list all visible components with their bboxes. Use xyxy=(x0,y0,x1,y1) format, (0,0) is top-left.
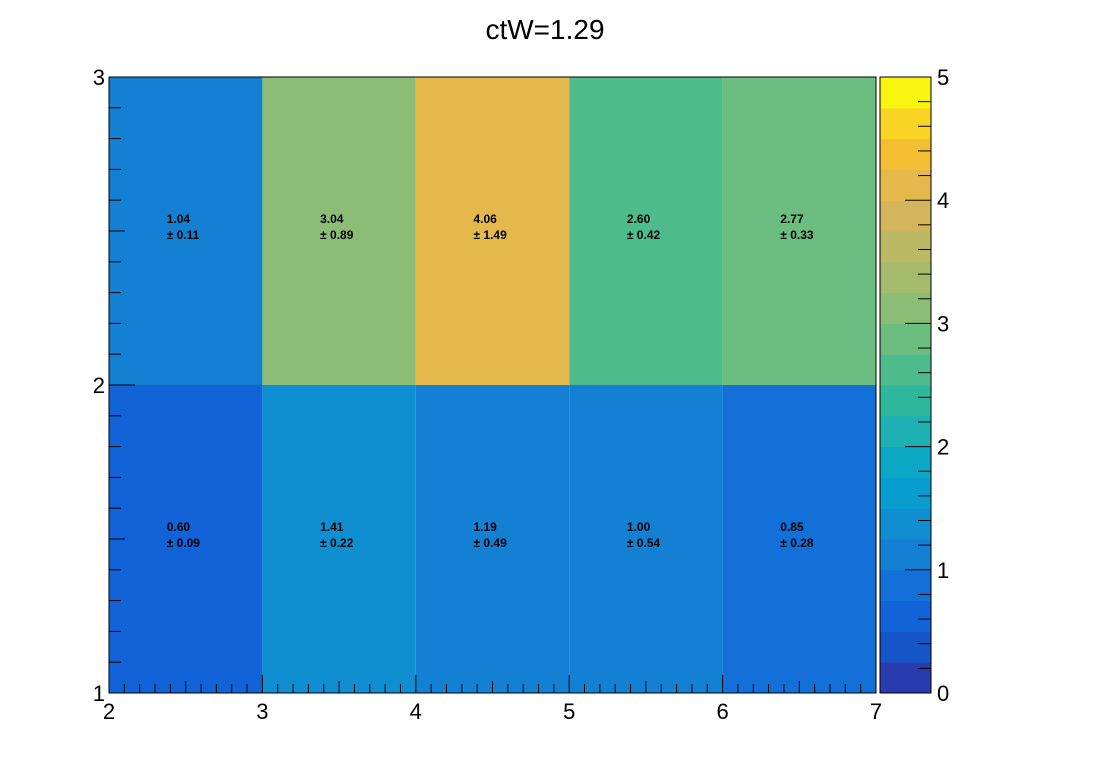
heatmap-cell xyxy=(109,77,263,385)
cell-error-label: ± 0.89 xyxy=(320,228,354,242)
colorbar-tick-label: 5 xyxy=(937,65,949,90)
cell-value-label: 2.77 xyxy=(780,212,804,226)
colorbar-tick-label: 4 xyxy=(937,188,949,213)
cell-value-label: 1.19 xyxy=(474,520,498,534)
cell-error-label: ± 0.33 xyxy=(780,228,814,242)
cell-value-label: 1.41 xyxy=(320,520,344,534)
cell-labels: 0.60 ± 0.09 1.41 ± 0.22 1.19 ± 0.49 1.00 ± 0.54… xyxy=(167,212,814,550)
cell-error-label: ± 0.49 xyxy=(474,536,508,550)
y-tick-label: 2 xyxy=(93,373,105,398)
colorbar-level xyxy=(880,231,931,263)
colorbar-level xyxy=(880,662,931,694)
cell-value-label: 0.60 xyxy=(167,520,191,534)
colorbar-level xyxy=(880,107,931,140)
colorbar-level xyxy=(880,354,931,386)
heatmap-cell xyxy=(415,385,570,693)
x-tick-label: 6 xyxy=(716,699,728,724)
heatmap-cell xyxy=(262,77,416,385)
colorbar-level xyxy=(880,415,931,448)
colorbar-level xyxy=(880,508,931,540)
heatmap-cell xyxy=(722,385,876,693)
colorbar-tick-label: 2 xyxy=(937,435,949,460)
colorbar-level xyxy=(880,600,931,632)
colorbar-level xyxy=(880,200,931,232)
cell-value-label: 4.06 xyxy=(474,212,498,226)
heatmap-cell xyxy=(415,77,570,385)
colorbar-level xyxy=(880,169,931,201)
colorbar-level xyxy=(880,477,931,509)
colorbar-level xyxy=(880,261,931,294)
heatmap-cells xyxy=(109,77,876,693)
cell-value-label: 2.60 xyxy=(627,212,651,226)
heatmap-cell xyxy=(262,385,416,693)
x-tick-label: 5 xyxy=(563,699,575,724)
colorbar-tick-label: 0 xyxy=(937,681,949,706)
colorbar-level xyxy=(880,631,931,663)
x-tick-label: 4 xyxy=(410,699,422,724)
cell-error-label: ± 0.42 xyxy=(627,228,661,242)
heatmap-cell xyxy=(109,385,263,693)
colorbar-tick-label: 3 xyxy=(937,311,949,336)
colorbar-level xyxy=(880,569,931,602)
cell-error-label: ± 1.49 xyxy=(474,228,508,242)
cell-error-label: ± 0.28 xyxy=(780,536,814,550)
cell-error-label: ± 0.09 xyxy=(167,536,201,550)
colorbar-level xyxy=(880,77,931,109)
colorbar-level xyxy=(880,323,931,355)
cell-value-label: 1.00 xyxy=(627,520,651,534)
heatmap-cell xyxy=(569,385,723,693)
heatmap-cell xyxy=(722,77,876,385)
colorbar: 0 1 2 3 4 5 xyxy=(879,65,949,706)
cell-value-label: 1.04 xyxy=(167,212,191,226)
x-tick-label: 7 xyxy=(870,699,882,724)
heatmap-cell xyxy=(569,77,723,385)
y-tick-label: 1 xyxy=(93,681,105,706)
cell-error-label: ± 0.22 xyxy=(320,536,354,550)
colorbar-level xyxy=(880,446,931,478)
colorbar-level xyxy=(880,385,931,417)
colorbar-tick-label: 1 xyxy=(937,558,949,583)
cell-value-label: 0.85 xyxy=(780,520,804,534)
cell-error-label: ± 0.11 xyxy=(167,228,200,242)
y-tick-label: 3 xyxy=(93,65,105,90)
cell-value-label: 3.04 xyxy=(320,212,344,226)
colorbar-level xyxy=(880,138,931,170)
chart-title: ctW=1.29 xyxy=(485,14,604,45)
x-tick-label: 2 xyxy=(103,699,115,724)
colorbar-level xyxy=(880,539,931,571)
x-tick-label: 3 xyxy=(256,699,268,724)
colorbar-level xyxy=(880,292,931,324)
cell-error-label: ± 0.54 xyxy=(627,536,661,550)
